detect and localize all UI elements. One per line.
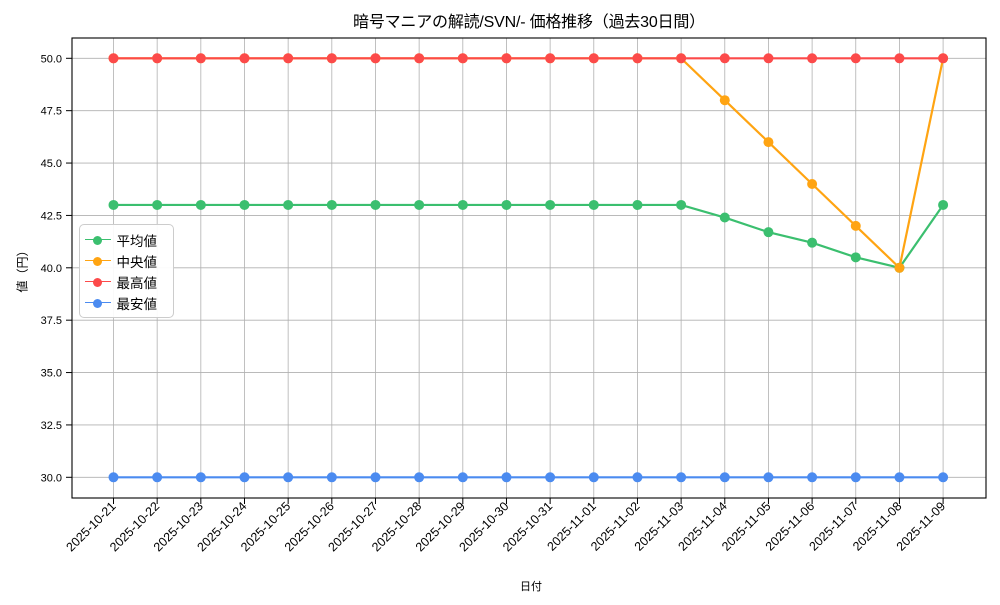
svg-text:30.0: 30.0 [41,472,62,484]
svg-text:37.5: 37.5 [41,315,62,327]
svg-text:45.0: 45.0 [41,158,62,170]
svg-text:35.0: 35.0 [41,368,62,380]
svg-text:47.5: 47.5 [41,106,62,118]
svg-text:42.5: 42.5 [41,210,62,222]
svg-text:40.0: 40.0 [41,263,62,275]
svg-text:50.0: 50.0 [41,53,62,65]
svg-text:32.5: 32.5 [41,420,62,432]
